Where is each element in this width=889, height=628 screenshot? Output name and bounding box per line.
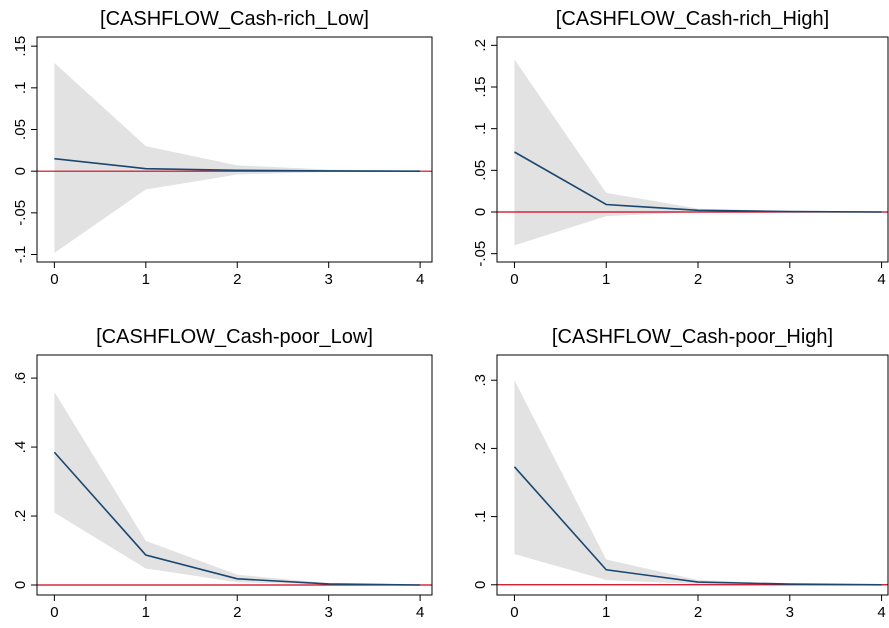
y-tick-label: 0 — [472, 208, 489, 216]
y-tick-label: .3 — [472, 374, 489, 387]
y-tick-label: .05 — [12, 119, 29, 140]
y-tick-label: .1 — [472, 510, 489, 523]
response-line — [513, 466, 882, 586]
x-tick-label: 3 — [325, 271, 333, 288]
x-tick-label: 1 — [142, 271, 150, 288]
y-tick-label: .4 — [12, 441, 29, 454]
x-tick-label: 2 — [233, 271, 241, 288]
x-tick-label: 2 — [694, 271, 702, 288]
x-tick-label: 3 — [786, 271, 794, 288]
x-tick-label: 1 — [602, 604, 610, 621]
y-tick-label: -.05 — [472, 241, 489, 267]
y-tick-label: .2 — [472, 39, 489, 52]
x-tick-label: 3 — [786, 604, 794, 621]
y-tick-label: .15 — [12, 36, 29, 57]
y-tick-label: -.05 — [12, 200, 29, 226]
y-tick-label: .1 — [12, 82, 29, 95]
x-tick-label: 0 — [510, 604, 518, 621]
x-tick-label: 4 — [877, 271, 885, 288]
y-tick-label: .2 — [12, 510, 29, 523]
chart-title: [CASHFLOW_Cash-rich_High] — [556, 8, 829, 30]
x-tick-label: 3 — [325, 604, 333, 621]
plot-frame — [36, 354, 433, 596]
x-tick-label: 2 — [233, 604, 241, 621]
x-tick-label: 0 — [50, 271, 58, 288]
y-tick-label: .15 — [472, 77, 489, 98]
x-tick-label: 0 — [510, 271, 518, 288]
chart-title: [CASHFLOW_Cash-poor_Low] — [96, 326, 373, 348]
response-line — [514, 151, 882, 213]
y-tick-label: 0 — [12, 167, 29, 175]
y-tick-label: 0 — [472, 581, 489, 589]
y-tick-label: .2 — [472, 442, 489, 455]
y-tick-label: 0 — [12, 581, 29, 589]
response-line — [54, 157, 421, 172]
x-tick-label: 4 — [877, 604, 885, 621]
response-line — [53, 451, 421, 586]
plot-frame — [496, 36, 889, 263]
plot-frame — [496, 354, 889, 596]
x-tick-label: 2 — [694, 604, 702, 621]
x-tick-label: 0 — [50, 604, 58, 621]
confidence-band — [54, 62, 421, 253]
confidence-band — [514, 380, 882, 585]
x-tick-label: 1 — [602, 271, 610, 288]
y-tick-label: -.1 — [12, 246, 29, 264]
y-tick-label: .05 — [472, 160, 489, 181]
x-tick-label: 4 — [416, 271, 424, 288]
chart-title: [CASHFLOW_Cash-rich_Low] — [100, 8, 369, 30]
confidence-band — [54, 391, 421, 585]
plot-frame — [36, 36, 433, 263]
y-tick-label: .1 — [472, 122, 489, 135]
y-tick-label: .6 — [12, 372, 29, 385]
confidence-band — [514, 59, 882, 246]
x-tick-label: 1 — [142, 604, 150, 621]
chart-title: [CASHFLOW_Cash-poor_High] — [552, 326, 833, 348]
x-tick-label: 4 — [416, 604, 424, 621]
